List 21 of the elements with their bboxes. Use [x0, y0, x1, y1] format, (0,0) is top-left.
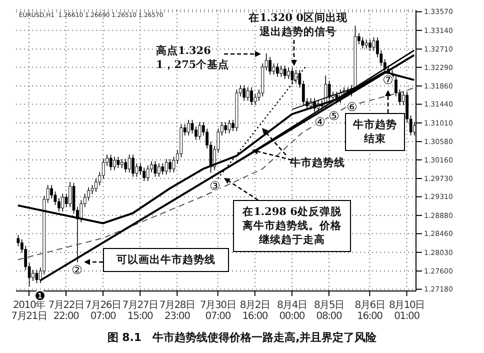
text: 图 8.1 牛市趋势线使得价格一路走高,并且界定了风险	[106, 330, 378, 345]
annotation: ②	[72, 263, 82, 277]
x-tick-label: 8月5日 08:00	[314, 300, 344, 322]
x-tick-label: 8月2日 16:00	[240, 300, 270, 322]
x-tick-label: 7月26日 07:00	[85, 300, 121, 322]
annotation: 牛市趋势线	[290, 156, 346, 170]
x-tick-label: 2010年 7月21日	[11, 299, 47, 322]
x-tick-label: 7月28日 23:00	[159, 300, 195, 322]
annotation: 在1.298 6处反弹脱离牛市趋势线。价格继续趋于走高	[233, 200, 351, 252]
annotation: 高点1.326 1，275个基点	[156, 44, 230, 72]
x-tick-label: 7月22日 22:00	[48, 300, 84, 322]
annotation: 牛市趋势结束	[345, 113, 405, 151]
x-tick-label: 8月4日 00:00	[276, 300, 307, 322]
annotation: 在1.320 0区间出现退出趋势的信号	[248, 11, 348, 39]
annotation: ③	[210, 179, 220, 193]
annotation: ⑤	[328, 109, 340, 123]
x-tick-label: 7月30日 07:00	[200, 300, 236, 322]
annotation: 可以画出牛市趋势线	[103, 248, 229, 272]
x-tick-label: 7月27日 15:00	[122, 300, 158, 322]
x-tick-label: 8月6日 16:00	[354, 300, 385, 322]
x-tick-label: 8月10日 01:00	[388, 300, 425, 322]
